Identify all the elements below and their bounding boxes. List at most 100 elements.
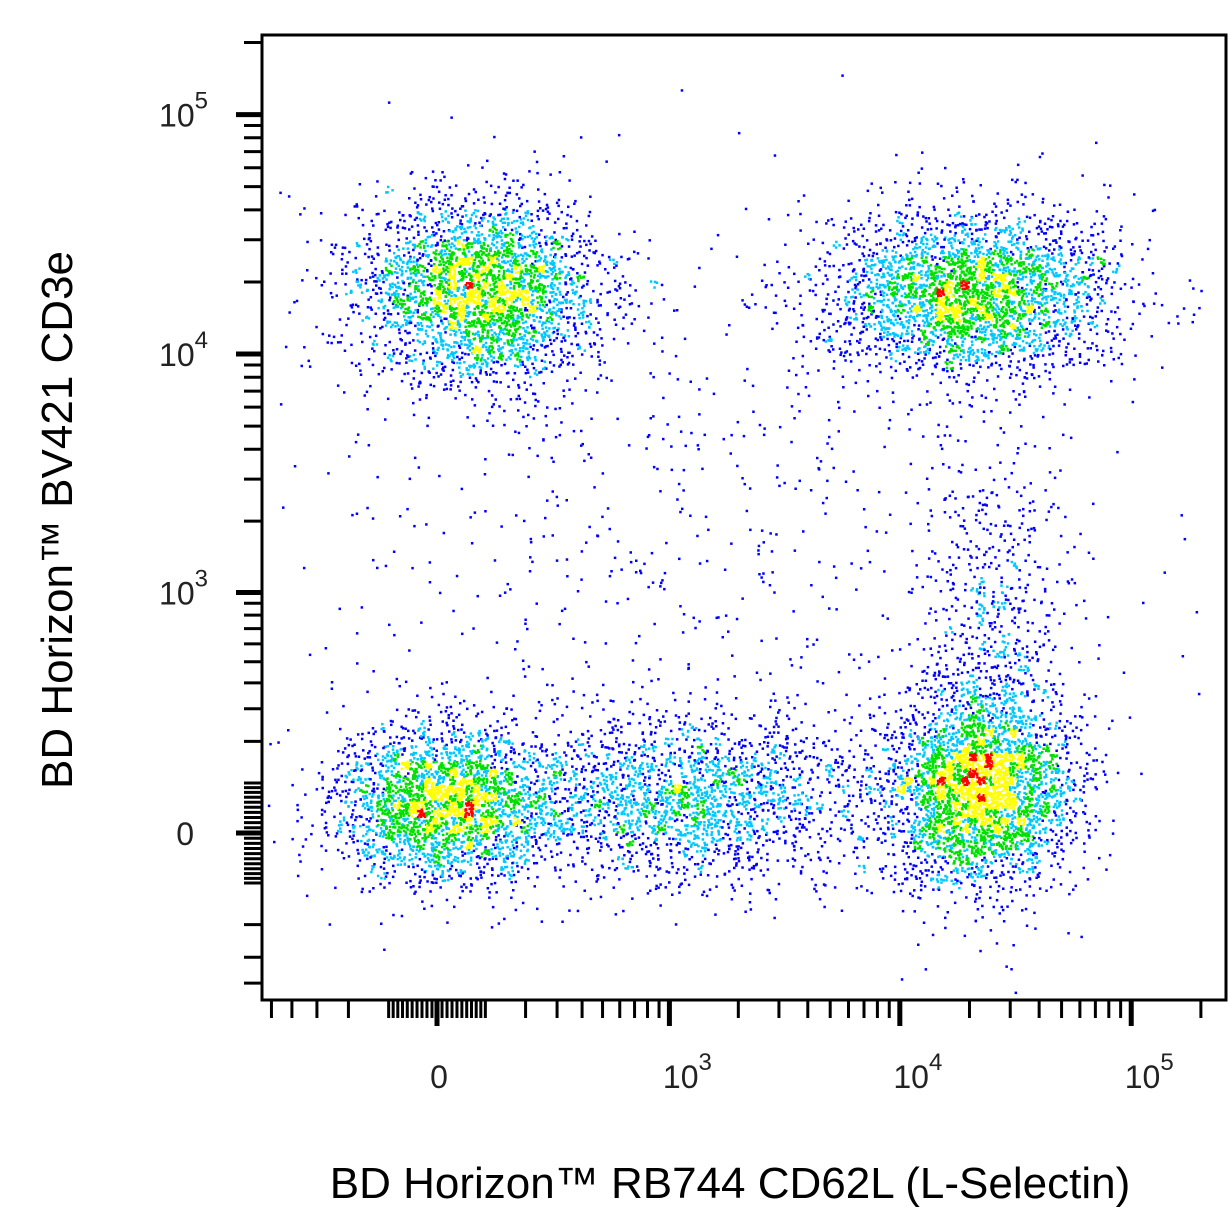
event-dot [414, 324, 417, 328]
event-dot [877, 203, 880, 207]
event-dot [995, 298, 998, 301]
event-dot [485, 348, 488, 352]
event-dot [462, 271, 465, 274]
event-dot [971, 343, 974, 347]
event-dot [445, 304, 448, 308]
event-dot [950, 338, 954, 342]
event-dot [550, 242, 554, 245]
event-dot [1073, 311, 1076, 314]
event-dot [517, 409, 520, 412]
event-dot [450, 257, 454, 261]
event-dot [905, 234, 909, 238]
event-dot [574, 326, 577, 329]
event-dot [967, 354, 970, 358]
event-dot [442, 230, 446, 233]
event-dot [998, 315, 1001, 318]
event-dot [584, 332, 588, 335]
event-dot [1028, 330, 1032, 333]
event-dot [489, 247, 492, 251]
event-dot [491, 333, 494, 337]
event-dot [1102, 215, 1106, 218]
event-dot [436, 307, 439, 310]
event-dot [1080, 276, 1083, 280]
event-dot [538, 272, 542, 275]
event-dot [506, 223, 510, 227]
event-dot [543, 235, 547, 239]
event-dot [952, 267, 956, 271]
event-dot [982, 264, 986, 267]
event-dot [460, 232, 464, 235]
event-dot [903, 277, 907, 280]
event-dot [1103, 262, 1106, 265]
event-dot [451, 275, 455, 278]
event-dot [512, 344, 515, 347]
event-dot [496, 300, 500, 304]
event-dot [495, 380, 498, 384]
event-dot [452, 230, 455, 234]
event-dot [1009, 240, 1013, 243]
event-dot [378, 286, 381, 290]
event-dot [467, 257, 471, 260]
events-layer [267, 74, 1203, 995]
event-dot [423, 341, 427, 345]
event-dot [519, 221, 523, 225]
event-dot [974, 247, 978, 250]
event-dot [403, 318, 407, 322]
event-dot [288, 311, 291, 314]
event-dot [1016, 223, 1019, 226]
event-dot [388, 271, 391, 275]
event-dot [580, 286, 584, 289]
event-dot [441, 171, 444, 174]
event-dot [447, 203, 450, 207]
event-dot [474, 386, 478, 389]
event-dot [527, 352, 530, 355]
event-dot [417, 211, 420, 215]
event-dot [489, 249, 492, 252]
event-dot [428, 325, 431, 329]
event-dot [480, 270, 484, 274]
event-dot [879, 293, 883, 296]
event-dot [437, 190, 441, 193]
event-dot [472, 188, 476, 191]
event-dot [385, 259, 389, 263]
event-dot [556, 329, 559, 332]
event-dot [1086, 347, 1090, 350]
event-dot [593, 251, 596, 255]
event-dot [425, 351, 429, 355]
event-dot [470, 296, 473, 299]
event-dot [412, 271, 415, 275]
event-dot [818, 269, 821, 272]
event-dot [526, 368, 529, 371]
event-dot [452, 266, 455, 269]
event-dot [453, 301, 456, 304]
event-dot [987, 354, 990, 357]
event-dot [492, 233, 495, 237]
event-dot [488, 300, 491, 304]
event-dot [892, 332, 895, 336]
event-dot [406, 262, 409, 266]
event-dot [572, 302, 575, 306]
event-dot [467, 305, 470, 309]
event-dot [525, 252, 528, 255]
event-dot [401, 279, 404, 283]
event-dot [504, 325, 508, 328]
event-dot [867, 219, 871, 223]
event-dot [497, 313, 500, 316]
event-dot [472, 202, 476, 205]
event-dot [1023, 309, 1027, 313]
event-dot [603, 361, 606, 364]
event-dot [484, 268, 488, 271]
event-dot [419, 292, 423, 295]
event-dot [923, 294, 927, 297]
event-dot [469, 219, 473, 223]
event-dot [382, 312, 386, 315]
event-dot [472, 282, 475, 286]
event-dot [518, 225, 521, 229]
event-dot [484, 317, 487, 320]
event-dot [615, 289, 619, 292]
event-dot [1049, 298, 1053, 301]
event-dot [1054, 322, 1057, 326]
event-dot [398, 211, 401, 214]
event-dot [497, 337, 500, 340]
event-dot [493, 275, 496, 278]
